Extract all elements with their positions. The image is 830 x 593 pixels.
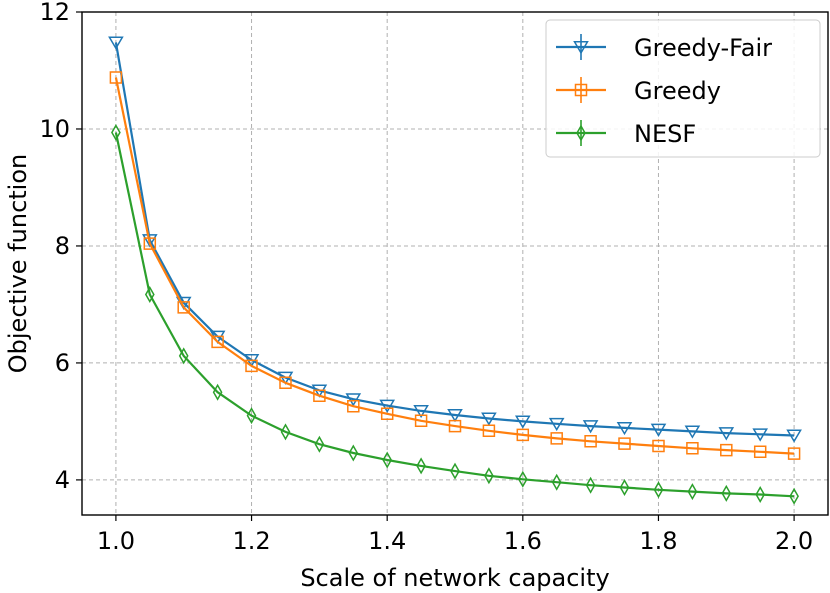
data-point [718,427,735,441]
data-point [348,444,359,462]
data-point [550,432,563,445]
data-point [650,423,667,437]
data-point [787,447,801,460]
data-point [753,445,767,459]
data-point [516,428,530,442]
data-point [619,478,630,497]
y-tick-label: 6 [55,349,70,377]
data-point [109,71,123,84]
data-point [177,301,190,314]
data-point [482,424,496,438]
legend-marker [576,124,586,142]
data-point [548,417,565,432]
data-point [314,435,325,453]
data-point [786,429,802,443]
y-tick-label: 10 [39,115,70,143]
data-point [517,470,528,488]
y-tick-label: 4 [55,466,70,494]
data-point [111,123,121,142]
data-point [380,407,394,421]
legend-label: NESF [634,120,696,148]
data-point [585,476,596,494]
legend-entry: Greedy [556,77,721,105]
data-point [279,376,292,390]
series-line [114,132,795,498]
legend-marker [574,83,588,97]
legend-entry: Greedy-Fair [556,34,772,62]
legend: Greedy-Fair Greedy NESF [545,19,821,158]
data-point [414,414,428,428]
data-point [652,439,665,453]
x-tick-label: 1.0 [97,527,135,555]
data-point [686,442,699,455]
data-point [721,484,732,502]
data-point [448,419,462,433]
data-point [212,383,223,401]
series-line [114,77,795,455]
y-axis-label: Objective function [4,154,32,373]
series-nesf [111,123,799,505]
data-point [653,481,664,499]
data-point [280,423,291,441]
data-point [246,407,257,425]
legend-entry: NESF [556,120,696,148]
x-tick-label: 1.4 [368,527,406,555]
series-greedy-fair [108,36,802,443]
legend-label: Greedy [634,77,721,105]
x-tick-label: 1.6 [504,527,542,555]
y-tick-label: 12 [39,0,70,26]
data-point [582,420,599,434]
series-greedy [109,71,801,460]
legend-box [545,19,821,158]
data-point [413,404,429,419]
series-group [108,36,802,505]
data-point [143,237,157,250]
x-tick-label: 2.0 [775,527,813,555]
data-point [687,483,698,501]
data-point [484,467,494,485]
data-point [618,437,631,450]
data-point [720,443,733,457]
data-point [551,473,562,491]
data-point [481,412,497,426]
plot-frame [81,11,829,516]
x-tick-label: 1.8 [639,527,677,555]
legend-label: Greedy-Fair [634,34,772,62]
data-point [211,335,224,349]
data-point [245,359,258,373]
data-point [416,457,426,475]
data-point [514,415,531,429]
data-point [313,389,326,402]
legend-marker [573,41,589,55]
data-point [141,234,158,248]
data-point [144,285,155,304]
data-point [450,462,460,480]
data-point [108,36,124,50]
data-point [447,409,463,423]
data-point [752,428,769,442]
x-axis-label: Scale of network capacity [300,564,609,592]
data-point [347,399,360,413]
axis-ticks: 1.0 1.2 1.4 1.6 1.8 2.0 4 6 8 10 12 [39,0,813,555]
data-point [616,421,633,436]
data-point [584,435,597,448]
data-point [178,347,189,365]
data-point [345,393,362,407]
x-tick-label: 1.2 [232,527,270,555]
data-point [379,399,396,413]
data-point [789,487,799,505]
series-line [114,42,795,437]
data-point [382,451,393,469]
y-tick-label: 8 [55,232,70,260]
data-point [684,425,701,439]
data-point [755,485,766,504]
